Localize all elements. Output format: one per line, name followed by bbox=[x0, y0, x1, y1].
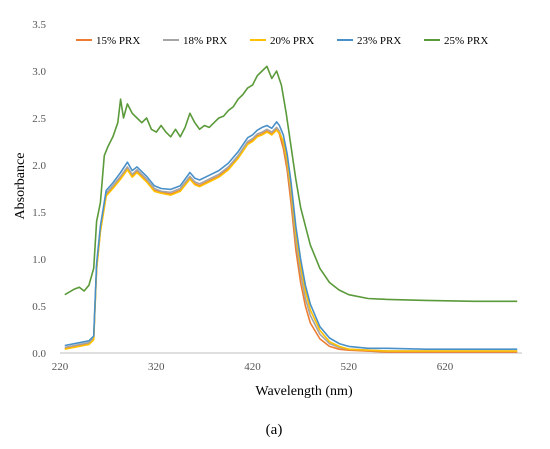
x-tick-label: 420 bbox=[244, 361, 261, 373]
series-line-25-prx bbox=[64, 65, 518, 303]
x-tick-label: 320 bbox=[148, 361, 165, 373]
x-tick-label: 620 bbox=[437, 361, 454, 373]
legend-label: 25% PRX bbox=[444, 35, 488, 47]
series-line-15-prx bbox=[64, 128, 518, 353]
y-tick-label: 3.0 bbox=[32, 66, 46, 78]
y-tick-label: 2.5 bbox=[32, 113, 46, 125]
legend-label: 23% PRX bbox=[357, 35, 401, 47]
series-line-23-prx bbox=[64, 121, 518, 351]
x-axis-title: Wavelength (nm) bbox=[255, 384, 353, 399]
y-tick-label: 2.0 bbox=[32, 160, 46, 172]
y-tick-label: 0.0 bbox=[32, 348, 46, 360]
legend: 15% PRX 18% PRX 20% PRX 23% PRX 25% PRX bbox=[76, 35, 488, 47]
legend-label: 15% PRX bbox=[96, 35, 140, 47]
legend-label: 18% PRX bbox=[183, 35, 227, 47]
x-tick-labels: 220 320 420 520 620 bbox=[52, 361, 454, 373]
figure-caption: (a) bbox=[266, 422, 283, 438]
y-tick-label: 0.5 bbox=[32, 301, 46, 313]
x-tick-label: 220 bbox=[52, 361, 69, 373]
y-tick-label: 1.0 bbox=[32, 254, 46, 266]
y-tick-label: 3.5 bbox=[32, 19, 46, 31]
y-tick-label: 1.5 bbox=[32, 207, 46, 219]
series-lines bbox=[64, 65, 518, 353]
y-axis-title: Absorbance bbox=[13, 153, 28, 220]
x-tick-label: 520 bbox=[341, 361, 358, 373]
y-tick-labels: 0.0 0.5 1.0 1.5 2.0 2.5 3.0 3.5 bbox=[32, 19, 46, 360]
series-line-20-prx bbox=[64, 129, 518, 352]
legend-label: 20% PRX bbox=[270, 35, 314, 47]
series-line-18-prx bbox=[64, 126, 518, 352]
